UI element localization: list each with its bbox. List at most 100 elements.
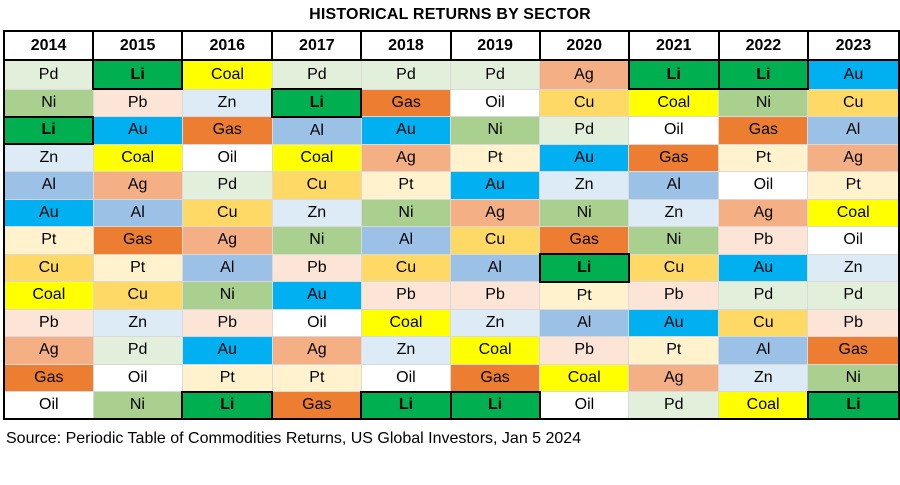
commodity-cell: Pd [181, 171, 273, 200]
source-note: Source: Periodic Table of Commodities Re… [6, 430, 582, 447]
commodity-cell: Ni [271, 226, 362, 255]
commodity-cell: Ag [92, 171, 183, 200]
commodity-cell: Cu [271, 171, 362, 200]
commodity-cell: Pb [628, 281, 720, 310]
commodity-cell: Al [807, 116, 900, 145]
commodity-cell: Cu [539, 88, 630, 117]
commodity-cell: Zn [181, 88, 273, 117]
commodity-cell: Zn [718, 363, 809, 392]
commodity-cell: Coal [360, 308, 452, 337]
commodity-cell: Oil [360, 363, 452, 392]
commodity-cell: Oil [92, 363, 183, 392]
table-row: Gas Oil Pt Pt Oil Gas Coal Ag Zn Ni [3, 363, 900, 392]
commodity-cell: Cu [628, 253, 720, 282]
commodity-cell: Coal [181, 59, 273, 90]
commodity-cell: Ag [3, 336, 94, 365]
table-row: Cu Pt Al Pb Cu Al Li Cu Au Zn [3, 253, 900, 283]
commodity-cell: Ni [360, 198, 452, 227]
commodity-cell: Zn [628, 198, 720, 227]
commodity-cell: Pb [360, 281, 452, 310]
year-header: 2015 [92, 30, 184, 61]
commodity-cell: Pb [271, 253, 362, 282]
commodity-cell: Pb [539, 336, 630, 365]
year-header: 2019 [449, 30, 541, 61]
commodity-cell: Ni [718, 88, 809, 117]
commodity-cell: Pd [807, 281, 900, 310]
commodity-cell: Al [181, 253, 273, 282]
commodity-cell: Ag [181, 226, 273, 255]
year-header: 2023 [806, 30, 900, 61]
commodity-cell: Coal [718, 391, 809, 420]
commodity-cell: Ni [539, 198, 630, 227]
year-header: 2017 [271, 30, 363, 61]
commodity-cell: Ni [628, 226, 720, 255]
returns-table: 2014 2015 2016 2017 2018 2019 2020 2021 2022 2023… [2, 30, 900, 420]
commodity-cell: Zn [450, 308, 541, 337]
table-title: HISTORICAL RETURNS BY SECTOR [309, 6, 591, 23]
commodity-cell: Oil [628, 116, 720, 145]
commodity-cell: Gas [628, 143, 720, 172]
commodity-cell: Coal [628, 88, 720, 117]
commodity-cell: Gas [539, 226, 630, 255]
commodity-cell: Pd [450, 59, 541, 90]
commodity-cell: Pd [3, 59, 94, 90]
commodity-cell: Oil [450, 88, 541, 117]
commodity-cell: Li [360, 390, 452, 420]
commodity-cell: Li [538, 253, 630, 283]
commodity-cell: Zn [271, 198, 362, 227]
commodity-cell: Cu [718, 308, 809, 337]
commodity-cell: Li [627, 59, 720, 90]
commodity-cell: Zn [92, 308, 183, 337]
commodity-cell: Li [271, 88, 363, 118]
commodity-cell: Al [539, 308, 630, 337]
commodity-cell: Pd [360, 59, 452, 90]
commodity-cell: Pt [181, 363, 273, 392]
table-row: Oil Ni Li Gas Li Li Oil Pd Coal Li [3, 390, 900, 420]
commodity-cell: Zn [3, 143, 94, 172]
commodity-cell: Au [450, 171, 541, 200]
commodity-cell: Ag [450, 198, 541, 227]
commodity-cell: Li [806, 390, 900, 420]
commodity-cell: Pt [3, 226, 94, 255]
commodity-cell: Al [92, 198, 183, 227]
year-header: 2022 [717, 30, 809, 61]
commodity-cell: Li [92, 59, 184, 90]
commodity-cell: Au [807, 59, 900, 90]
commodity-cell: Cu [3, 253, 94, 282]
commodity-cell: Coal [539, 363, 630, 392]
commodity-cell: Pt [450, 143, 541, 172]
year-header-row: 2014 2015 2016 2017 2018 2019 2020 2021 2022 2023 [2, 30, 900, 61]
commodity-cell: Coal [3, 281, 94, 310]
commodity-cell: Au [92, 116, 183, 145]
commodity-cell: Oil [539, 391, 630, 420]
commodity-cell: Pd [271, 59, 362, 90]
commodity-cell: Pd [539, 116, 630, 145]
commodity-cell: Pd [628, 391, 720, 420]
commodity-cell: Au [718, 253, 809, 282]
commodity-cell: Au [360, 116, 452, 145]
commodity-cell: Zn [539, 171, 630, 200]
commodity-cell: Oil [807, 226, 900, 255]
commodity-cell: Li [717, 59, 809, 90]
table-row: Coal Cu Ni Au Pb Pb Pt Pb Pd Pd [3, 281, 900, 310]
commodity-cell: Gas [271, 391, 362, 420]
commodity-cell: Pb [807, 308, 900, 337]
commodity-cell: Au [181, 336, 273, 365]
commodity-cell: Pt [807, 171, 900, 200]
table-row: Au Al Cu Zn Ni Ag Ni Zn Ag Coal [3, 198, 900, 227]
commodity-cell: Au [271, 281, 362, 310]
table-row: Al Ag Pd Cu Pt Au Zn Al Oil Pt [3, 171, 900, 200]
commodity-cell: Gas [450, 363, 541, 392]
commodity-cell: Coal [807, 198, 900, 227]
table-row: Pd Li Coal Pd Pd Pd Ag Li Li Au [3, 59, 900, 90]
commodity-cell: Al [718, 336, 809, 365]
commodity-cell: Ag [539, 59, 630, 90]
commodity-cell: Au [3, 198, 94, 227]
commodity-cell: Ag [807, 143, 900, 172]
commodity-cell: Cu [807, 88, 900, 117]
commodity-cell: Au [539, 143, 630, 172]
commodity-cell: Coal [450, 336, 541, 365]
commodity-cell: Au [628, 308, 720, 337]
commodity-cell: Cu [450, 226, 541, 255]
commodity-cell: Gas [3, 363, 94, 392]
